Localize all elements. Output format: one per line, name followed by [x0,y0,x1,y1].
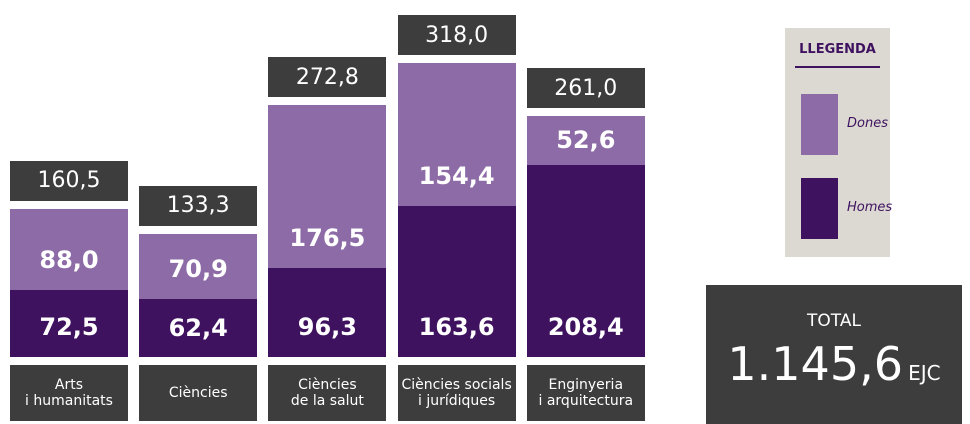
value-label: 88,0 [39,246,99,275]
summary-number: 1.145,6 [727,337,903,391]
value-label: 52,6 [556,126,616,155]
bar-segment [397,63,516,206]
category-label: Ciències [139,365,258,421]
bar-segment [139,233,258,300]
legend-label: Dones [847,116,888,131]
total-label: 261,0 [526,68,645,109]
summary-value: 1.145,6 EJC [706,337,962,391]
value-label: 208,4 [547,313,624,341]
value-label: 72,5 [39,313,99,341]
bar-segment [139,299,258,357]
legend-swatch [801,94,838,155]
summary-box: TOTAL 1.145,6 EJC [706,285,962,424]
bar-segment [10,290,128,357]
bar-segment [397,205,516,357]
value-label: 176,5 [289,224,366,253]
summary-unit: EJC [908,361,941,385]
category-label: Ciències de la salut [268,365,387,421]
bar-segment [10,208,128,291]
category-label: Arts i humanitats [10,365,128,421]
bar-segment [268,105,387,269]
legend-title: LLEGENDA [799,42,876,57]
value-label: 62,4 [168,314,228,343]
summary-label: TOTAL [807,311,861,331]
category-label: Ciències socials i jurídiques [397,365,516,421]
total-label: 133,3 [139,185,258,226]
total-label: 272,8 [268,57,387,98]
total-label: 318,0 [397,15,516,56]
value-label: 163,6 [418,313,495,341]
legend-label: Homes [847,200,893,215]
legend-swatch [801,178,838,239]
value-label: 70,9 [168,255,228,284]
value-label: 154,4 [418,161,495,190]
value-label: 96,3 [297,313,357,341]
category-label: Enginyeria i arquitectura [526,365,645,421]
bar-segment [526,116,645,165]
bar-segment [268,268,387,357]
bar-segment [526,164,645,357]
legend-rule [795,66,880,68]
total-label: 160,5 [10,160,128,201]
legend: LLEGENDA Dones Homes [785,28,893,257]
